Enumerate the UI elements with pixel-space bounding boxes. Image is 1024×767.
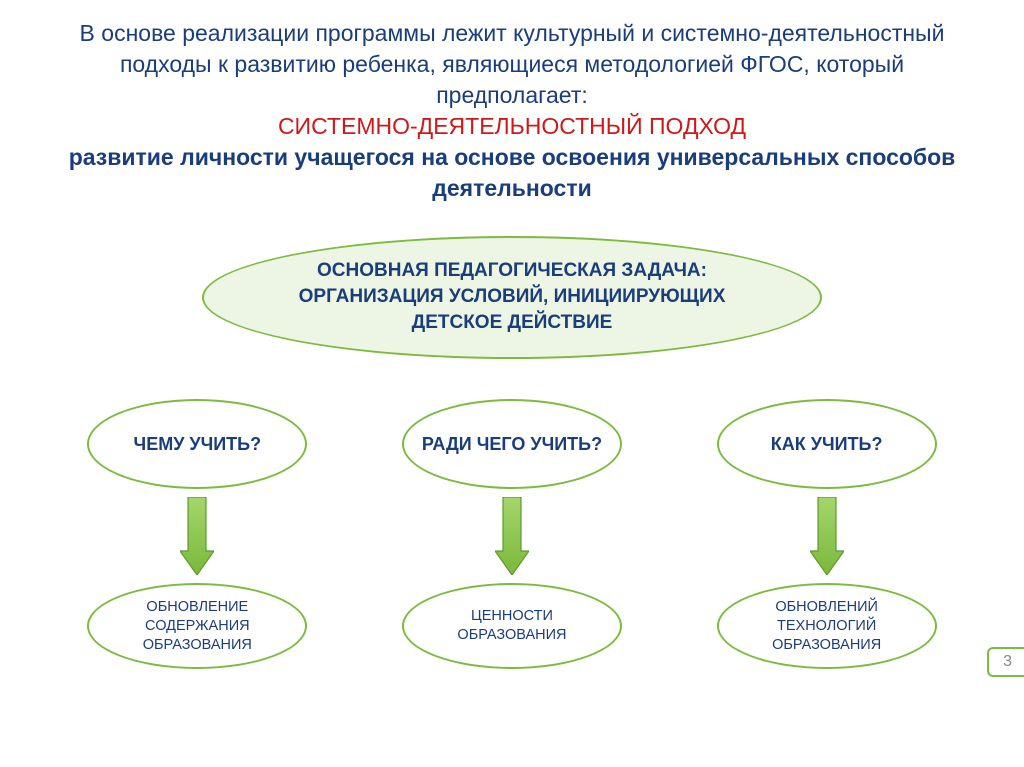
- question-ellipse-2: РАДИ ЧЕГО УЧИТЬ?: [402, 399, 622, 489]
- down-arrow-icon: [180, 497, 214, 575]
- question-ellipse-1: ЧЕМУ УЧИТЬ?: [87, 399, 307, 489]
- arrow-cell-2: [402, 497, 622, 575]
- arrows-row: [60, 497, 964, 575]
- intro-text: В основе реализации программы лежит куль…: [50, 18, 974, 111]
- answer-ellipse-1: ОБНОВЛЕНИЕ СОДЕРЖАНИЯ ОБРАЗОВАНИЯ: [87, 583, 307, 669]
- subtitle-bold: развитие личности учащегося на основе ос…: [50, 142, 974, 204]
- down-arrow-icon: [810, 497, 844, 575]
- main-task-line3: ДЕТСКОЕ ДЕЙСТВИЕ: [244, 310, 780, 336]
- answer-ellipse-3: ОБНОВЛЕНИЙ ТЕХНОЛОГИЙ ОБРАЗОВАНИЯ: [717, 583, 937, 669]
- main-task-line1: ОСНОВНАЯ ПЕДАГОГИЧЕСКАЯ ЗАДАЧА:: [244, 258, 780, 284]
- main-task-line2: ОРГАНИЗАЦИЯ УСЛОВИЙ, ИНИЦИИРУЮЩИХ: [244, 284, 780, 310]
- main-task-ellipse: ОСНОВНАЯ ПЕДАГОГИЧЕСКАЯ ЗАДАЧА: ОРГАНИЗА…: [202, 236, 822, 359]
- down-arrow-icon: [495, 497, 529, 575]
- answers-row: ОБНОВЛЕНИЕ СОДЕРЖАНИЯ ОБРАЗОВАНИЯ ЦЕННОС…: [60, 583, 964, 669]
- subtitle-red: СИСТЕМНО-ДЕЯТЕЛЬНОСТНЫЙ ПОДХОД: [50, 111, 974, 142]
- page-number: 3: [987, 647, 1024, 677]
- answer-ellipse-2: ЦЕННОСТИ ОБРАЗОВАНИЯ: [402, 583, 622, 669]
- arrow-cell-3: [717, 497, 937, 575]
- arrow-cell-1: [87, 497, 307, 575]
- questions-row: ЧЕМУ УЧИТЬ? РАДИ ЧЕГО УЧИТЬ? КАК УЧИТЬ?: [60, 399, 964, 489]
- header-block: В основе реализации программы лежит куль…: [0, 0, 1024, 214]
- question-ellipse-3: КАК УЧИТЬ?: [717, 399, 937, 489]
